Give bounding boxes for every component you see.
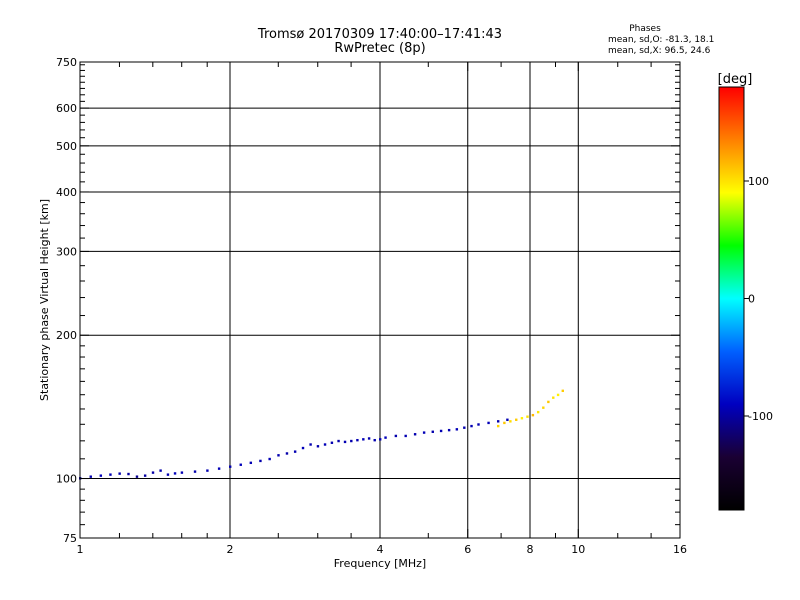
y-tick-label: 600 (56, 102, 77, 115)
axis-ticks: 1 2 4 6 8 10 16 75 100 200 300 400 500 600 750 (56, 56, 687, 556)
data-point (542, 406, 545, 409)
x-tick-label: 10 (571, 543, 585, 556)
data-point (166, 473, 170, 476)
data-point (173, 472, 177, 475)
data-point (496, 420, 500, 423)
data-point (118, 472, 121, 475)
data-point (515, 418, 518, 421)
data-point (309, 443, 312, 446)
colorbar-tick-label: 0 (748, 293, 755, 306)
data-point (159, 469, 162, 472)
colorbar-tick-label: 100 (748, 175, 769, 188)
data-point (379, 438, 382, 441)
chart-subtitle: RwPretec (8p) (334, 41, 425, 56)
data-point (337, 439, 340, 443)
data-point (496, 424, 500, 428)
data-point (477, 423, 480, 426)
y-tick-label: 75 (63, 532, 77, 545)
data-point (439, 429, 443, 433)
data-point (135, 475, 139, 478)
data-point (206, 469, 209, 472)
data-point (503, 421, 506, 425)
data-point (99, 474, 103, 477)
y-tick-label: 200 (56, 329, 77, 342)
data-point (413, 433, 417, 436)
scatter-points (79, 389, 564, 480)
data-point (487, 421, 490, 425)
data-point (384, 436, 387, 439)
data-point (330, 441, 334, 444)
chart-title: Tromsø 20170309 17:40:00–17:41:43 (257, 27, 502, 42)
data-point (526, 415, 529, 418)
data-point (520, 417, 524, 420)
data-point (367, 437, 371, 440)
data-point (536, 410, 540, 414)
y-tick-label: 100 (56, 473, 77, 486)
data-point (151, 471, 155, 474)
data-point (143, 474, 147, 477)
colorbar-ticks: 100 0 -100 (744, 175, 773, 423)
data-point (293, 450, 297, 453)
x-tick-label: 1 (77, 543, 84, 556)
data-point (531, 413, 535, 417)
data-point (422, 431, 426, 434)
data-point (277, 454, 280, 457)
x-tick-label: 2 (227, 543, 234, 556)
data-point (404, 434, 407, 438)
data-point (193, 470, 197, 473)
data-point (323, 443, 327, 446)
data-point (217, 467, 221, 470)
data-point (229, 465, 232, 468)
y-tick-label: 500 (56, 140, 77, 153)
data-point (447, 428, 451, 432)
data-point (431, 430, 434, 433)
legend-title: Phases (629, 24, 661, 34)
x-tick-label: 16 (673, 543, 687, 556)
data-point (109, 473, 112, 476)
data-point (180, 471, 184, 474)
data-point (561, 389, 564, 393)
legend-x-stats: mean, sd,X: 96.5, 24.6 (608, 46, 711, 56)
y-tick-label: 750 (56, 56, 77, 69)
data-point (301, 446, 305, 450)
x-tick-label: 4 (377, 543, 384, 556)
data-point (127, 472, 130, 476)
grid (80, 62, 680, 538)
data-point (239, 463, 242, 466)
data-point (350, 439, 353, 443)
data-point (547, 400, 550, 404)
data-point (373, 438, 376, 442)
data-point (552, 396, 555, 399)
legend-o-stats: mean, sd,O: -81.3, 18.1 (608, 35, 714, 45)
data-point (455, 428, 459, 431)
data-point (556, 393, 560, 397)
data-point (343, 440, 347, 444)
data-point (268, 457, 271, 461)
data-point (463, 426, 466, 429)
data-point (259, 459, 262, 463)
data-point (89, 475, 92, 478)
colorbar-tick-label: -100 (748, 410, 773, 423)
y-axis-label: Stationary phase Virtual Height [km] (38, 199, 51, 401)
colorbar-label: [deg] (718, 72, 753, 87)
x-tick-label: 8 (527, 543, 534, 556)
data-point (356, 438, 359, 442)
data-point (506, 418, 509, 421)
data-point (285, 452, 289, 455)
y-tick-label: 300 (56, 245, 77, 258)
data-point (362, 438, 365, 441)
data-point (249, 461, 253, 465)
data-point (394, 434, 398, 438)
y-tick-label: 400 (56, 186, 77, 199)
data-point (316, 445, 320, 448)
x-axis-label: Frequency [MHz] (334, 557, 426, 570)
colorbar (718, 86, 745, 511)
x-tick-label: 6 (464, 543, 471, 556)
data-point (509, 420, 512, 423)
data-point (470, 424, 473, 428)
